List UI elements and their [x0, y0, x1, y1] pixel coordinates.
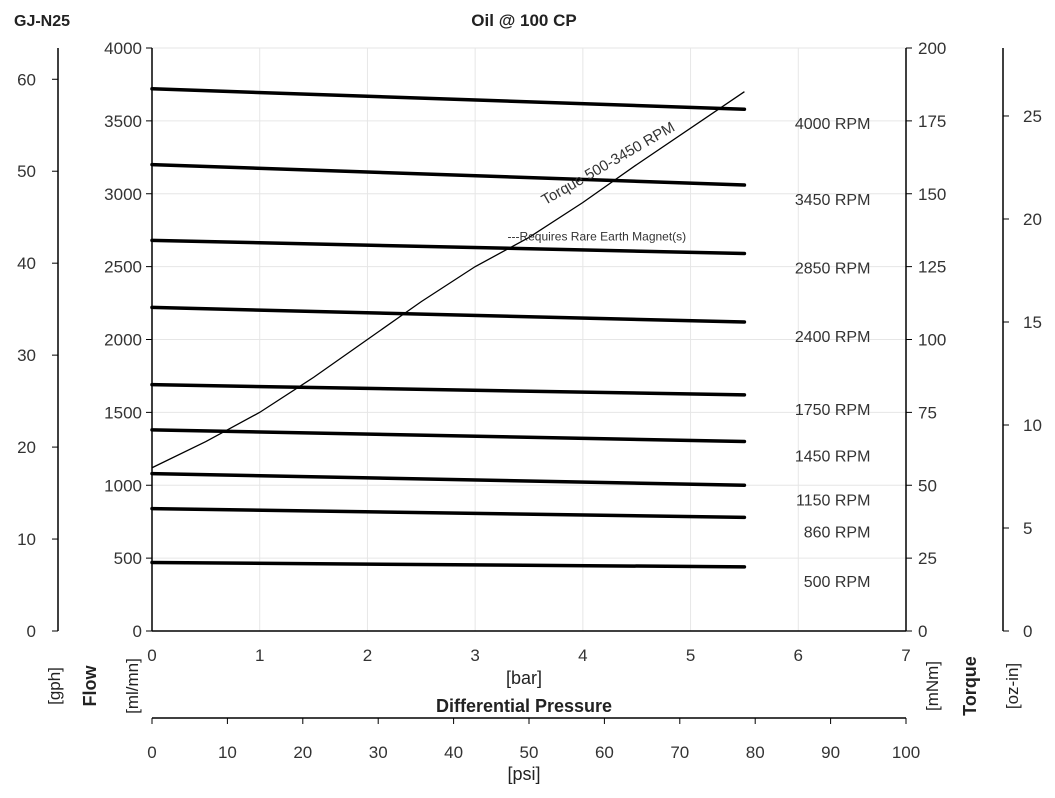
differential-pressure-title: Differential Pressure: [436, 696, 612, 716]
gph-tick-label: 20: [17, 438, 36, 457]
bar-tick-label: 5: [686, 646, 695, 665]
gph-tick-label: 50: [17, 162, 36, 181]
psi-tick-label: 80: [746, 743, 765, 762]
psi-tick-label: 50: [520, 743, 539, 762]
ozin-tick-label: 20: [1023, 210, 1042, 229]
torque-line: [151, 91, 745, 469]
rpm-series-label: 1750 RPM: [795, 402, 871, 419]
mnm-tick-label: 25: [918, 549, 937, 568]
rpm-series-label: 4000 RPM: [795, 116, 871, 133]
psi-tick-label: 100: [892, 743, 920, 762]
labels-layer: 0500100015002000250030003500400001020304…: [17, 39, 1042, 762]
chart-title: Oil @ 100 CP: [471, 11, 576, 30]
rpm-series-line: [150, 238, 747, 256]
rpm-series-line: [150, 560, 747, 569]
ozin-tick-label: 25: [1023, 107, 1042, 126]
ozin-tick-label: 10: [1023, 416, 1042, 435]
ml-mn-tick-label: 500: [114, 549, 142, 568]
ml-mn-tick-label: 1000: [104, 476, 142, 495]
ml-mn-tick-label: 1500: [104, 403, 142, 422]
psi-tick-label: 70: [670, 743, 689, 762]
ml-mn-tick-label: 2000: [104, 331, 142, 350]
bar-tick-label: 2: [363, 646, 372, 665]
flow-axis-title: Flow: [80, 665, 100, 707]
ml-mn-tick-label: 0: [133, 622, 142, 641]
bar-tick-label: 0: [147, 646, 156, 665]
mlmn-unit-label: [ml/mn]: [123, 658, 142, 714]
bar-tick-label: 4: [578, 646, 587, 665]
bar-tick-label: 7: [901, 646, 910, 665]
psi-tick-label: 30: [369, 743, 388, 762]
rpm-series-line: [150, 382, 747, 397]
ml-mn-tick-label: 3000: [104, 185, 142, 204]
rpm-series-line: [150, 162, 747, 187]
rpm-series-label: 1450 RPM: [795, 449, 871, 466]
rpm-series-label: 1150 RPM: [796, 492, 870, 509]
mnm-tick-label: 175: [918, 112, 946, 131]
ozin-tick-label: 15: [1023, 313, 1042, 332]
psi-tick-label: 10: [218, 743, 237, 762]
rpm-series-line: [150, 471, 747, 487]
bar-tick-label: 6: [794, 646, 803, 665]
bar-unit-label: [bar]: [506, 668, 542, 688]
gph-tick-label: 0: [27, 622, 36, 641]
rare-earth-annotation: ---Requires Rare Earth Magnet(s): [507, 229, 686, 243]
mnm-unit-label: [mNm]: [923, 661, 942, 711]
rpm-series-line: [150, 506, 747, 520]
rpm-series-label: 500 RPM: [804, 574, 871, 591]
gph-tick-label: 40: [17, 254, 36, 273]
bar-tick-label: 1: [255, 646, 264, 665]
mnm-tick-label: 75: [918, 403, 937, 422]
psi-tick-label: 90: [821, 743, 840, 762]
ml-mn-tick-label: 4000: [104, 39, 142, 58]
ml-mn-tick-label: 2500: [104, 258, 142, 277]
rpm-series-line: [150, 305, 747, 324]
rpm-series-label: 3450 RPM: [795, 192, 871, 209]
rpm-series-line: [150, 428, 747, 444]
psi-tick-label: 40: [444, 743, 463, 762]
gph-tick-label: 10: [17, 530, 36, 549]
mnm-tick-label: 200: [918, 39, 946, 58]
rpm-series-label: 2400 RPM: [795, 329, 871, 346]
axes-layer: [52, 47, 1009, 724]
psi-unit-label: [psi]: [507, 764, 540, 784]
ozin-tick-label: 5: [1023, 519, 1032, 538]
rpm-series-label: 2850 RPM: [795, 261, 871, 278]
ml-mn-tick-label: 3500: [104, 112, 142, 131]
ozin-unit-label: [oz-in]: [1003, 663, 1022, 709]
model-label: GJ-N25: [14, 13, 70, 30]
mnm-tick-label: 0: [918, 622, 927, 641]
psi-tick-label: 60: [595, 743, 614, 762]
psi-tick-label: 20: [293, 743, 312, 762]
rpm-series-line: [150, 87, 747, 111]
psi-tick-label: 0: [147, 743, 156, 762]
torque-axis-title: Torque: [960, 656, 980, 716]
series-layer: [150, 87, 747, 569]
mnm-tick-label: 100: [918, 331, 946, 350]
gph-tick-label: 30: [17, 346, 36, 365]
bar-tick-label: 3: [470, 646, 479, 665]
mnm-tick-label: 150: [918, 185, 946, 204]
ozin-tick-label: 0: [1023, 622, 1032, 641]
mnm-tick-label: 50: [918, 476, 937, 495]
gph-unit-label: [gph]: [45, 667, 64, 705]
mnm-tick-label: 125: [918, 258, 946, 277]
rpm-series-label: 860 RPM: [804, 524, 871, 541]
gph-tick-label: 60: [17, 70, 36, 89]
